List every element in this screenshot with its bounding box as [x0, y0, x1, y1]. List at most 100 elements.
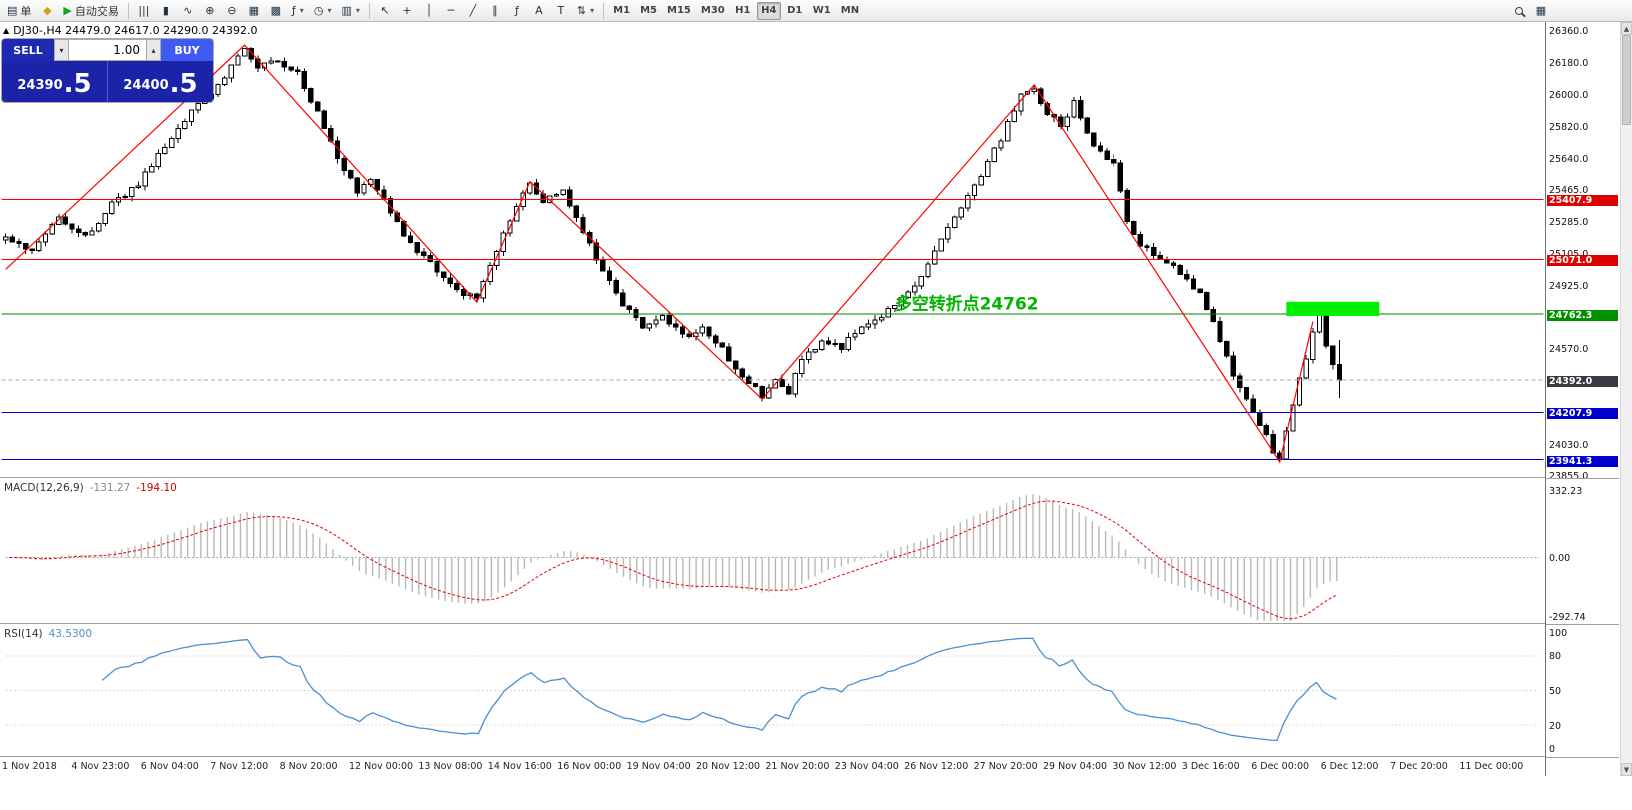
horizontal-line-button[interactable]: ─	[441, 2, 461, 20]
dropdown-arrow-icon[interactable]: ▾	[355, 6, 360, 15]
fibonacci-icon: ƒ	[514, 4, 519, 17]
zoom-in-button[interactable]: ⊕	[200, 2, 220, 20]
time-label: 11 Dec 00:00	[1459, 761, 1524, 772]
label-button[interactable]: T	[551, 2, 571, 20]
fibonacci-button[interactable]: ƒ	[507, 2, 527, 20]
buy-price-big-digit: .5	[169, 69, 198, 99]
autotrading-button[interactable]: ▶ 自动交易	[59, 2, 122, 20]
window-list-icon: ▦	[1535, 4, 1547, 17]
dropdown-arrow-icon[interactable]: ▾	[590, 6, 595, 15]
indicators-button[interactable]: ƒ ▾	[288, 2, 308, 20]
buy-price-main: 24400	[123, 78, 169, 94]
volume-increase-button[interactable]: ▴	[146, 39, 161, 61]
time-label: 14 Nov 16:00	[487, 761, 552, 772]
arrows-button[interactable]: ⇅ ▾	[573, 2, 598, 20]
scroll-up-button[interactable]: ▲	[1621, 22, 1632, 35]
line-chart-button[interactable]: ∿	[178, 2, 198, 20]
tf-m1-button[interactable]: M1	[613, 5, 631, 16]
auto-arrange-button[interactable]: ▦	[244, 2, 264, 20]
axis-separator	[1546, 478, 1619, 479]
window-list-button[interactable]: ▦	[1531, 2, 1551, 20]
zoom-out-icon: ⊖	[227, 4, 237, 17]
price-tick: 26360.0	[1549, 26, 1589, 37]
rsi-chart[interactable]	[0, 625, 1545, 756]
text-button[interactable]: A	[529, 2, 549, 20]
macd-signal-value: -194.10	[136, 482, 177, 494]
time-label: 7 Nov 12:00	[210, 761, 269, 772]
time-label: 13 Nov 08:00	[418, 761, 483, 772]
price-axis[interactable]: 26360.0 26180.0 26000.0 25820.0 25640.0 25465…	[1545, 22, 1619, 776]
vertical-scrollbar[interactable]: ▲ ▼	[1620, 22, 1632, 776]
zoom-out-button[interactable]: ⊖	[222, 2, 242, 20]
time-label: 19 Nov 04:00	[626, 761, 691, 772]
autotrading-icon: ▶	[63, 4, 72, 17]
vertical-line-button[interactable]: │	[419, 2, 439, 20]
toolbar-right-group: ▦	[1508, 2, 1552, 20]
price-tick: 26180.0	[1549, 57, 1589, 69]
price-chart-panel[interactable]: 多空转折点24762 ▲ DJ30-,H4 24479.0 24617.0 24…	[0, 22, 1545, 478]
sell-price[interactable]: 24390.5	[2, 61, 107, 102]
quotes-button[interactable]: ◆	[37, 2, 57, 20]
one-click-trading-widget: SELL ▾ ▴ BUY 24390.5 24400.5	[2, 39, 213, 102]
templates-button[interactable]: ▥ ▾	[338, 2, 364, 20]
trendline-button[interactable]: ╱	[463, 2, 483, 20]
scroll-down-button[interactable]: ▼	[1621, 763, 1632, 776]
buy-button[interactable]: BUY	[161, 39, 213, 61]
time-label: 23 Nov 04:00	[834, 761, 899, 772]
crosshair-button[interactable]: +	[397, 2, 417, 20]
tf-w1-button[interactable]: W1	[812, 5, 831, 16]
label-icon: T	[557, 4, 565, 17]
sell-button[interactable]: SELL	[2, 39, 54, 61]
templates-icon: ▥	[341, 4, 352, 17]
axis-separator	[1546, 624, 1619, 625]
time-axis[interactable]: 1 Nov 2018 4 Nov 23:00 6 Nov 04:00 7 Nov 12…	[0, 758, 1545, 776]
tf-m15-button[interactable]: M15	[667, 5, 691, 16]
grid-button[interactable]: ▩	[266, 2, 286, 20]
candlestick-chart[interactable]: 多空转折点24762	[0, 22, 1545, 477]
new-order-button-label: 单	[20, 4, 32, 18]
price-badge: 24762.3	[1547, 309, 1618, 321]
price-badge: 24207.9	[1547, 408, 1618, 420]
symbol-ohlc-info: ▲ DJ30-,H4 24479.0 24617.0 24290.0 24392…	[3, 24, 258, 37]
bar-chart-icon: |||	[138, 4, 150, 17]
tf-d1-button[interactable]: D1	[787, 5, 803, 16]
arrows-icon: ⇅	[576, 4, 587, 17]
rsi-label: RSI(14) 43.5300	[4, 628, 92, 640]
volume-decrease-button[interactable]: ▾	[54, 39, 69, 61]
trendline-icon: ╱	[469, 4, 477, 17]
price-tick: 25465.0	[1549, 184, 1589, 196]
indicators-icon: ƒ	[291, 4, 296, 17]
periods-button[interactable]: ◷ ▾	[310, 2, 336, 20]
buy-price[interactable]: 24400.5	[108, 61, 213, 102]
time-label: 27 Nov 20:00	[973, 761, 1038, 772]
grid-icon: ▩	[270, 4, 282, 17]
rsi-panel[interactable]: RSI(14) 43.5300	[0, 625, 1545, 757]
autotrading-button-label: 自动交易	[74, 4, 119, 18]
tf-mn-button[interactable]: MN	[840, 5, 860, 16]
dropdown-arrow-icon[interactable]: ▾	[327, 6, 332, 15]
zoom-in-icon: ⊕	[205, 4, 215, 17]
channel-button[interactable]: ∥	[485, 2, 505, 20]
tf-h4-button[interactable]: H4	[756, 1, 781, 20]
tf-m5-button[interactable]: M5	[640, 5, 657, 16]
new-order-icon: ▤	[7, 4, 18, 17]
rsi-axis-tick: 50	[1549, 686, 1562, 697]
bar-chart-button[interactable]: |||	[134, 2, 154, 20]
toolbar-separator	[127, 2, 129, 19]
cursor-button[interactable]: ↖	[375, 2, 395, 20]
dropdown-arrow-icon[interactable]: ▾	[299, 6, 304, 15]
axis-separator	[1546, 757, 1619, 758]
toolbar-separator	[603, 2, 605, 19]
search-button[interactable]	[1509, 2, 1529, 20]
macd-panel[interactable]: MACD(12,26,9) -131.27 -194.10	[0, 479, 1545, 624]
scroll-thumb[interactable]	[1622, 35, 1631, 125]
macd-axis-tick: 332.23	[1549, 486, 1583, 497]
horizontal-line-icon: ─	[447, 4, 455, 17]
macd-chart[interactable]	[0, 479, 1545, 623]
price-tick: 24030.0	[1549, 439, 1589, 451]
tf-m30-button[interactable]: M30	[700, 5, 725, 16]
volume-input[interactable]	[69, 39, 146, 61]
tf-h1-button[interactable]: H1	[735, 5, 751, 16]
candlestick-chart-button[interactable]: ▮	[156, 2, 176, 20]
new-order-button[interactable]: ▤ 单	[3, 2, 35, 20]
